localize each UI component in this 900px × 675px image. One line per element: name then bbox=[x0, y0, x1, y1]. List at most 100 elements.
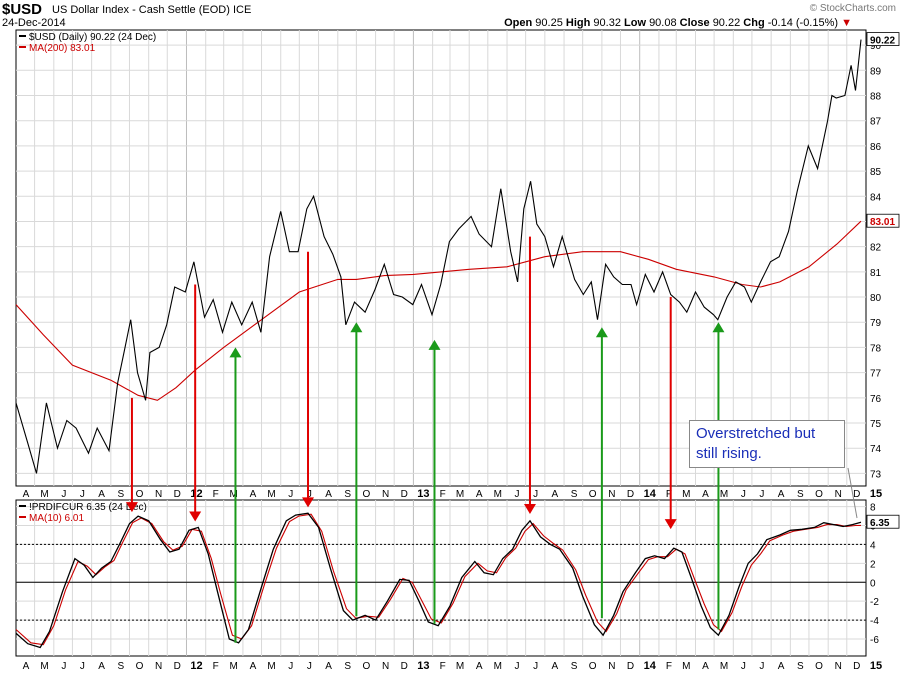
price-x-tick-label: M bbox=[456, 489, 464, 500]
chg-down-icon: ▼ bbox=[841, 17, 852, 29]
up-arrow-head bbox=[595, 327, 608, 338]
up-arrow-head bbox=[229, 347, 242, 358]
indicator-x-tick-label: O bbox=[589, 661, 597, 672]
indicator-x-tick-label: A bbox=[552, 661, 559, 672]
indicator-x-tick-label: J bbox=[288, 661, 293, 672]
price-x-tick-label: N bbox=[382, 489, 389, 500]
high-value: 90.32 bbox=[593, 17, 621, 29]
price-x-tick-label: 14 bbox=[644, 488, 657, 500]
indicator-x-tick-label: M bbox=[40, 661, 48, 672]
chg-value: -0.14 (-0.15%) bbox=[767, 17, 839, 29]
indicator-x-tick-label: 13 bbox=[417, 660, 429, 672]
indicator-y-tick-label: 0 bbox=[870, 578, 876, 589]
indicator-x-tick-label: O bbox=[362, 661, 370, 672]
indicator-x-tick-label: 12 bbox=[190, 660, 202, 672]
price-legend-text: $USD (Daily) 90.22 (24 Dec) bbox=[29, 32, 156, 43]
price-x-tick-label: M bbox=[230, 489, 238, 500]
price-x-tick-label: D bbox=[627, 489, 634, 500]
indicator-legend-text: MA(10) 6.01 bbox=[29, 513, 84, 524]
indicator-panel-frame bbox=[15, 499, 867, 657]
annotation-line-1: Overstretched but bbox=[696, 425, 816, 442]
price-x-tick-label: A bbox=[250, 489, 257, 500]
price-x-tick-label: S bbox=[571, 489, 578, 500]
ma200-line bbox=[15, 220, 862, 401]
price-x-tick-label: J bbox=[61, 489, 66, 500]
indicator-x-tick-label: F bbox=[213, 661, 219, 672]
indicator-x-tick-label: O bbox=[815, 661, 823, 672]
indicator-x-tick-label: M bbox=[230, 661, 238, 672]
price-x-tick-label: J bbox=[759, 489, 764, 500]
price-y-tick-label: 76 bbox=[870, 394, 882, 405]
indicator-x-tick-label: A bbox=[250, 661, 257, 672]
price-x-tick-label: A bbox=[325, 489, 332, 500]
symbol-description: US Dollar Index - Cash Settle (EOD) ICE bbox=[52, 4, 252, 16]
price-x-tick-label: N bbox=[155, 489, 162, 500]
ma10-line bbox=[15, 513, 862, 646]
price-x-tick-label: J bbox=[80, 489, 85, 500]
price-y-tick-label: 75 bbox=[870, 419, 882, 430]
price-legend-text: MA(200) 83.01 bbox=[29, 43, 96, 54]
price-x-tick-label: J bbox=[741, 489, 746, 500]
indicator-y-tick-label: 8 bbox=[870, 503, 876, 514]
up-arrow-head bbox=[712, 322, 725, 333]
price-x-tick-label: A bbox=[552, 489, 559, 500]
indicator-x-tick-label: F bbox=[440, 661, 446, 672]
indicator-x-tick-label: F bbox=[666, 661, 672, 672]
chg-label: Chg bbox=[743, 17, 765, 29]
price-x-tick-label: M bbox=[40, 489, 48, 500]
indicator-x-tick-label: N bbox=[155, 661, 162, 672]
price-x-tick-label: M bbox=[267, 489, 275, 500]
indicator-y-tick-label: -6 bbox=[870, 635, 879, 646]
indicator-x-tick-label: 15 bbox=[870, 660, 882, 672]
price-y-tick-label: 78 bbox=[870, 343, 882, 354]
price-y-tick-label: 80 bbox=[870, 293, 882, 304]
indicator-x-tick-label: A bbox=[325, 661, 332, 672]
indicator-x-tick-label: A bbox=[476, 661, 483, 672]
low-value: 90.08 bbox=[649, 17, 677, 29]
ohlc-readout: Open 90.25 High 90.32 Low 90.08 Close 90… bbox=[504, 17, 852, 29]
price-x-tick-label: J bbox=[533, 489, 538, 500]
price-last-value-text: 90.22 bbox=[870, 36, 895, 47]
indicator-legend-text: !PRDIFCUR 6.35 (24 Dec) bbox=[29, 502, 147, 513]
indicator-x-tick-label: S bbox=[571, 661, 578, 672]
price-x-tick-label: F bbox=[213, 489, 219, 500]
indicator-y-tick-label: -4 bbox=[870, 616, 879, 627]
price-y-tick-label: 88 bbox=[870, 92, 882, 103]
price-x-tick-label: O bbox=[815, 489, 823, 500]
price-y-tick-label: 85 bbox=[870, 167, 882, 178]
price-x-tick-label: 15 bbox=[870, 488, 882, 500]
indicator-x-tick-label: D bbox=[174, 661, 181, 672]
price-y-tick-label: 90 bbox=[870, 41, 882, 52]
ma-last-value-text: 83.01 bbox=[870, 217, 895, 228]
price-y-tick-label: 81 bbox=[870, 268, 882, 279]
price-x-tick-label: 13 bbox=[417, 488, 429, 500]
price-x-tick-label: S bbox=[118, 489, 125, 500]
open-label: Open bbox=[504, 17, 533, 29]
price-x-tick-label: N bbox=[835, 489, 842, 500]
indicator-x-tick-label: J bbox=[61, 661, 66, 672]
price-x-tick-label: F bbox=[440, 489, 446, 500]
price-y-tick-label: 86 bbox=[870, 142, 882, 153]
annotation-box: Overstretched but still rising. bbox=[689, 420, 845, 468]
indicator-x-tick-label: N bbox=[382, 661, 389, 672]
price-x-tick-label: S bbox=[344, 489, 351, 500]
annotation-line-2: still rising. bbox=[696, 445, 762, 462]
close-value: 90.22 bbox=[712, 17, 741, 29]
price-x-tick-label: 12 bbox=[190, 488, 202, 500]
indicator-x-tick-label: A bbox=[702, 661, 709, 672]
indicator-x-tick-label: M bbox=[682, 661, 690, 672]
close-label: Close bbox=[679, 17, 710, 29]
down-arrow-head bbox=[189, 511, 202, 522]
indicator-x-tick-label: J bbox=[307, 661, 312, 672]
high-label: High bbox=[565, 17, 591, 29]
price-x-tick-label: O bbox=[362, 489, 370, 500]
price-x-tick-label: O bbox=[136, 489, 144, 500]
indicator-x-tick-label: N bbox=[608, 661, 615, 672]
indicator-x-tick-label: N bbox=[835, 661, 842, 672]
price-x-tick-label: J bbox=[288, 489, 293, 500]
indicator-x-tick-label: A bbox=[98, 661, 105, 672]
price-y-tick-label: 73 bbox=[870, 469, 882, 480]
price-x-tick-label: N bbox=[608, 489, 615, 500]
indicator-x-tick-label: S bbox=[344, 661, 351, 672]
